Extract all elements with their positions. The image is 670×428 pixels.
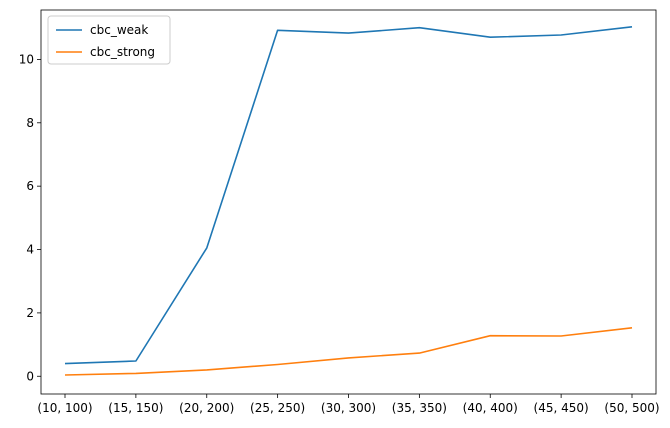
- x-tick-label: (20, 200): [179, 401, 234, 415]
- y-tick-label: 0: [26, 369, 34, 383]
- legend-label: cbc_strong: [90, 45, 155, 59]
- x-tick-label: (10, 100): [37, 401, 92, 415]
- x-tick-label: (15, 150): [108, 401, 163, 415]
- y-tick-label: 10: [19, 52, 34, 66]
- x-tick-label: (25, 250): [250, 401, 305, 415]
- y-tick-label: 4: [26, 243, 34, 257]
- x-tick-label: (35, 350): [392, 401, 447, 415]
- series-line-cbc_weak: [64, 26, 633, 365]
- x-tick-label: (45, 450): [534, 401, 589, 415]
- y-tick-label: 8: [26, 116, 34, 130]
- x-tick-label: (50, 500): [604, 401, 659, 415]
- x-tick-label: (40, 400): [463, 401, 518, 415]
- x-axis: (10, 100) (15, 150) (20, 200) (25, 250) (30,…: [37, 394, 660, 415]
- legend: cbc_weak cbc_strong: [47, 15, 171, 65]
- y-tick-label: 2: [26, 306, 34, 320]
- y-tick-label: 6: [26, 179, 34, 193]
- series-lines: [64, 26, 633, 376]
- y-axis: 0 2 4 6 8 10: [19, 52, 41, 383]
- x-tick-label: (30, 300): [321, 401, 376, 415]
- legend-label: cbc_weak: [90, 23, 148, 37]
- series-line-cbc_strong: [64, 327, 633, 376]
